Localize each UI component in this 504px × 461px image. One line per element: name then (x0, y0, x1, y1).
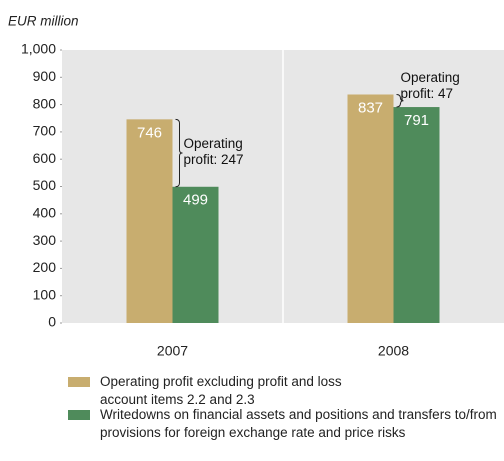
y-tick-label: 800 (33, 95, 57, 111)
legend-swatch (68, 377, 90, 387)
value-label: 499 (183, 192, 208, 209)
bar (126, 119, 173, 323)
y-tick-label: 100 (33, 286, 57, 302)
y-tick-label: 700 (33, 123, 57, 139)
brace (396, 93, 404, 108)
bar (172, 186, 219, 323)
annotation: Operating profit: 47 (400, 70, 460, 102)
bar (347, 94, 394, 324)
y-axis-label: EUR million (8, 14, 79, 29)
annotation: Operating profit: 247 (183, 136, 244, 168)
y-tick-label: 300 (33, 232, 57, 248)
x-tick-label: 2007 (157, 343, 188, 359)
y-tick-label: 500 (33, 177, 57, 193)
y-tick-label: 600 (33, 150, 57, 166)
y-tick-label: 1,000 (21, 41, 56, 57)
y-tick-label: 0 (48, 314, 56, 330)
brace (175, 118, 183, 188)
legend-entry: Writedowns on financial assets and posit… (100, 407, 497, 440)
legend-entry: Operating profit excluding profit and lo… (100, 374, 342, 407)
y-tick-label: 900 (33, 68, 57, 84)
x-tick-label: 2008 (378, 343, 409, 359)
value-label: 837 (358, 99, 383, 116)
value-label: 791 (404, 112, 429, 129)
legend-swatch (68, 410, 90, 420)
y-tick-label: 400 (33, 205, 57, 221)
y-tick-label: 200 (33, 259, 57, 275)
bar (393, 107, 440, 323)
value-label: 746 (137, 124, 162, 141)
